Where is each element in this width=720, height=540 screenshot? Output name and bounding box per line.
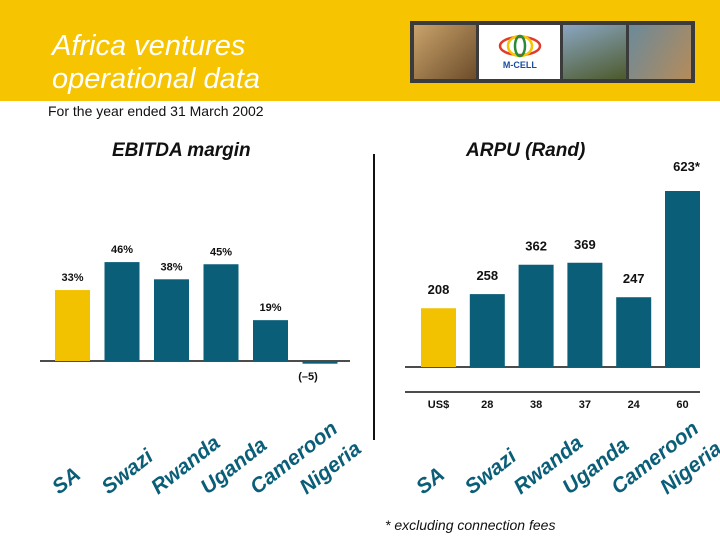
usd-value-label: US$: [428, 399, 449, 411]
ebitda-bar-swazi: [104, 262, 140, 361]
ebitda-category-label: SA: [48, 463, 85, 499]
footnote: * excluding connection fees: [385, 517, 556, 533]
title-line-1: Africa ventures: [52, 30, 246, 62]
ebitda-chart: 33%SA46%Swazi38%Rwanda45%Uganda19%Camero…: [48, 244, 366, 499]
page-title: Africa ventures operational data: [52, 30, 260, 96]
arpu-bar-uganda: [567, 262, 603, 367]
arpu-value-label: 369: [574, 237, 596, 252]
ebitda-bar-nigeria: [302, 361, 338, 364]
ebitda-bar-sa: [55, 290, 90, 361]
arpu-category-label: Swazi: [461, 444, 522, 499]
ebitda-bar-cameroon: [253, 320, 288, 361]
logo-text: M-CELL: [502, 60, 537, 70]
arpu-bar-sa: [421, 308, 456, 367]
ebitda-value-label: 38%: [160, 261, 182, 273]
usd-value-label: 28: [481, 399, 493, 411]
ebitda-value-label: 45%: [210, 246, 232, 258]
ebitda-bar-rwanda: [154, 279, 189, 361]
usd-value-label: 24: [628, 399, 641, 411]
ebitda-chart-title: EBITDA margin: [112, 140, 251, 161]
title-line-2: operational data: [52, 63, 260, 95]
ebitda-value-label: 33%: [61, 272, 83, 284]
ebitda-value-label: 19%: [259, 302, 281, 314]
ebitda-value-label: (–5): [298, 371, 318, 383]
ebitda-value-label: 46%: [111, 244, 133, 256]
usd-value-label: 60: [676, 399, 688, 411]
arpu-bar-cameroon: [616, 297, 652, 367]
arpu-value-label: 208: [428, 282, 450, 297]
usd-value-label: 37: [579, 399, 591, 411]
arpu-value-label: 623*: [673, 159, 701, 174]
arpu-chart-title: ARPU (Rand): [466, 140, 586, 161]
photo-3: [628, 25, 691, 79]
arpu-category-label: SA: [412, 463, 449, 499]
arpu-bar-rwanda: [518, 264, 554, 367]
photo-strip: M-CELL: [410, 21, 695, 83]
mcell-logo: M-CELL: [479, 25, 561, 79]
ebitda-category-label: Swazi: [97, 444, 158, 499]
page-subtitle: For the year ended 31 March 2002: [48, 103, 264, 119]
photo-1: [414, 25, 477, 79]
arpu-value-label: 258: [476, 268, 498, 283]
arpu-value-label: 247: [623, 271, 645, 286]
arpu-bar-swazi: [469, 294, 505, 367]
logo-rings-icon: [498, 34, 542, 58]
usd-value-label: 38: [530, 399, 542, 411]
ebitda-bar-uganda: [203, 264, 239, 361]
arpu-chart: 208US$SA25828Swazi36238Rwanda36937Uganda…: [412, 159, 720, 499]
arpu-bar-nigeria: [665, 191, 700, 367]
arpu-value-label: 362: [525, 239, 547, 254]
photo-2: [563, 25, 626, 79]
